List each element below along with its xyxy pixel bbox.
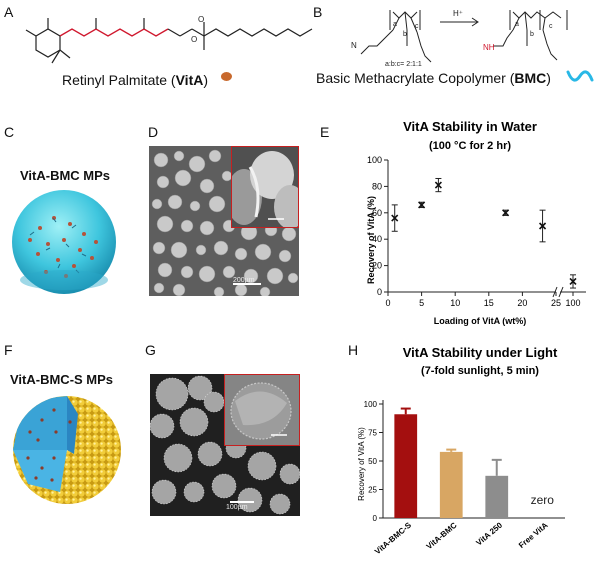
scale-bar-label-g: 100µm — [226, 504, 248, 511]
data-point — [538, 222, 547, 230]
svg-text:b: b — [530, 31, 534, 38]
y-tick-label: 60 — [372, 208, 382, 218]
chart-e-title: VitA Stability in Water — [403, 119, 537, 134]
vita-droplet-icon — [221, 72, 232, 81]
svg-text:NH: NH — [483, 43, 495, 52]
chart-h-subtitle: (7-fold sunlight, 5 min) — [421, 365, 539, 377]
bmc-squiggle-icon — [566, 70, 594, 82]
x-tick-label: 100 — [565, 298, 580, 308]
data-point — [434, 181, 442, 189]
x-tick-label: 5 — [419, 298, 424, 308]
x-tick-label: 10 — [450, 298, 460, 308]
caption-b-bold: BMC — [514, 70, 547, 86]
x-category-label: VitA 250 — [474, 520, 504, 547]
svg-text:b: b — [403, 31, 407, 38]
data-point — [502, 209, 510, 217]
vita-bmc-s-microparticle-illustration — [13, 396, 121, 504]
panel-label-d: D — [148, 124, 159, 140]
panel-label-h: H — [348, 342, 359, 358]
svg-text:c: c — [415, 23, 419, 30]
y-tick-label: 75 — [368, 429, 377, 438]
chart-h-plot: 0 25 50 75 100 VitA-BMC-S VitA-BMC VitA 250 zero… — [364, 400, 565, 556]
svg-text:O: O — [191, 35, 197, 44]
svg-text:a: a — [393, 21, 397, 28]
chart-e-xlabel: Loading of VitA (wt%) — [434, 316, 527, 326]
vita-bmc-microparticle-illustration — [12, 190, 116, 294]
bar — [394, 414, 418, 518]
scale-bar-label-d: 200µm — [233, 277, 255, 284]
caption-a-prefix: Retinyl Palmitate ( — [62, 72, 176, 88]
caption-a-suffix: ) — [203, 72, 209, 88]
sem-inset-d — [231, 146, 299, 228]
data-point — [391, 214, 399, 222]
caption-a-bold: VitA — [175, 72, 204, 88]
svg-text:O: O — [198, 15, 204, 24]
y-tick-label: 20 — [372, 261, 382, 271]
acid-arrow-label: H⁺ — [453, 9, 463, 18]
chart-h-ylabel: Recovery of VitA (%) — [357, 427, 366, 501]
chart-e: VitA Stability in Water (100 °C for 2 hr… — [366, 119, 586, 326]
panel-c-title: VitA-BMC MPs — [20, 168, 111, 183]
bar — [485, 475, 509, 518]
retinyl-palmitate-structure: O O — [25, 15, 313, 64]
bar-value-label: zero — [531, 493, 555, 507]
y-tick-label: 50 — [368, 457, 377, 466]
chart-h-title: VitA Stability under Light — [403, 345, 558, 360]
microsphere-field — [149, 146, 299, 296]
y-tick-label: 0 — [373, 514, 378, 523]
panel-label-a: A — [4, 4, 14, 20]
svg-text:c: c — [549, 23, 553, 30]
axis-break-mark — [558, 286, 564, 298]
bar — [439, 451, 463, 518]
y-tick-label: 25 — [368, 486, 377, 495]
chart-e-plot: 0 20 40 60 80 100 0 5 10 15 20 25 100 — [367, 155, 586, 308]
chart-e-ylabel: Recovery of VitA (%) — [366, 196, 376, 284]
caption-b-suffix: ) — [546, 70, 551, 86]
x-category-label: VitA-BMC-S — [373, 520, 414, 556]
data-point — [418, 201, 426, 209]
x-category-label: VitA-BMC — [425, 521, 459, 552]
panel-label-c: C — [4, 124, 15, 140]
panel-label-b: B — [313, 4, 323, 20]
y-tick-label: 100 — [364, 400, 378, 409]
x-tick-label: 20 — [517, 298, 527, 308]
panel-label-g: G — [145, 342, 156, 358]
bmc-copolymer-structure: N a b c a:b:c= 2:1:1 H⁺ NH a b c — [351, 9, 568, 68]
x-category-label: Free VitA — [517, 520, 550, 550]
chart-h: VitA Stability under Light (7-fold sunli… — [357, 345, 565, 556]
x-tick-label: 15 — [484, 298, 494, 308]
svg-text:N: N — [351, 41, 357, 50]
sem-inset-g — [224, 374, 300, 446]
data-point — [569, 277, 577, 286]
caption-b-prefix: Basic Methacrylate Copolymer ( — [316, 70, 515, 86]
caption-a: Retinyl Palmitate (VitA) — [62, 72, 208, 88]
panel-label-e: E — [320, 124, 330, 140]
chart-e-subtitle: (100 °C for 2 hr) — [429, 140, 511, 152]
axis-break-mark — [552, 286, 558, 298]
panel-label-f: F — [4, 342, 13, 358]
ratio-text: a:b:c= 2:1:1 — [385, 61, 422, 68]
y-tick-label: 0 — [377, 287, 382, 297]
caption-b: Basic Methacrylate Copolymer (BMC) — [316, 70, 551, 86]
svg-text:a: a — [515, 21, 519, 28]
sem-image-d: 200µm — [149, 146, 299, 296]
y-tick-label: 40 — [372, 234, 382, 244]
x-tick-label: 0 — [385, 298, 390, 308]
sem-image-g: 100µm — [150, 374, 300, 516]
panel-f-title: VitA-BMC-S MPs — [10, 372, 114, 387]
y-tick-label: 100 — [367, 155, 382, 165]
x-tick-label: 25 — [551, 298, 561, 308]
y-tick-label: 80 — [372, 181, 382, 191]
